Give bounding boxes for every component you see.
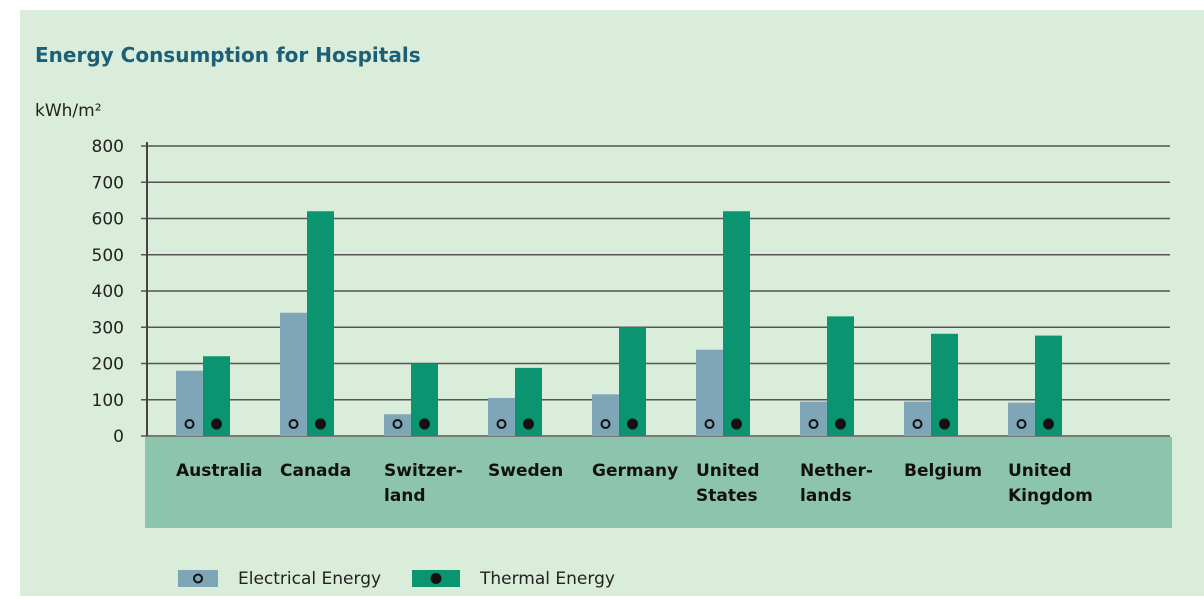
- chart-title: Energy Consumption for Hospitals: [35, 43, 421, 67]
- bar: [280, 312, 307, 436]
- y-tick-label: 100: [92, 391, 124, 411]
- category-band: [145, 437, 1172, 528]
- x-tick-label: Germany: [592, 461, 678, 481]
- bar-marker: [315, 418, 326, 430]
- bar-marker: [184, 419, 195, 429]
- x-tick-label: United Kingdom: [1008, 461, 1093, 506]
- bar: [488, 397, 515, 436]
- bar-marker: [808, 419, 819, 429]
- y-tick-label: 400: [92, 282, 124, 302]
- bar: [696, 349, 723, 436]
- legend-marker: [430, 573, 442, 584]
- legend-label: Thermal Energy: [479, 569, 615, 589]
- y-tick-label: 300: [92, 318, 124, 338]
- bar: [384, 414, 411, 436]
- bar-marker: [704, 419, 715, 429]
- bar-marker: [627, 418, 638, 430]
- bar-marker: [835, 418, 846, 430]
- bar: [619, 327, 646, 436]
- x-tick-label: Canada: [280, 461, 351, 481]
- y-tick-label: 700: [92, 173, 124, 193]
- y-tick-label: 200: [92, 355, 124, 375]
- bar: [307, 211, 334, 436]
- bar-marker: [1043, 418, 1054, 430]
- bar-marker: [912, 419, 923, 429]
- y-tick-label: 0: [113, 427, 124, 447]
- bar: [176, 370, 203, 436]
- bar: [723, 211, 750, 436]
- legend-label: Electrical Energy: [238, 569, 381, 589]
- x-tick-label: Sweden: [488, 461, 563, 481]
- bar-marker: [939, 418, 950, 430]
- bar-marker: [600, 419, 611, 429]
- bar-marker: [523, 418, 534, 430]
- x-tick-label: Belgium: [904, 461, 982, 481]
- y-tick-label: 600: [92, 210, 124, 230]
- bar-marker: [392, 419, 403, 429]
- legend-swatch: [178, 570, 218, 587]
- bar: [592, 394, 619, 436]
- bar-marker: [1016, 419, 1027, 429]
- x-tick-label: Switzer-land: [384, 461, 463, 506]
- bar-marker: [731, 418, 742, 430]
- bar-marker: [496, 419, 507, 429]
- bar: [904, 401, 931, 436]
- bar-marker: [288, 419, 299, 429]
- x-tick-label: United States: [696, 461, 760, 506]
- bar: [800, 401, 827, 436]
- y-tick-label: 500: [92, 246, 124, 266]
- bar-marker: [211, 418, 222, 430]
- x-tick-label: Australia: [176, 461, 263, 481]
- y-axis-label: kWh/m²: [35, 101, 102, 121]
- x-tick-label: Nether-lands: [800, 461, 873, 506]
- y-tick-label: 800: [92, 137, 124, 157]
- bar-marker: [419, 418, 430, 430]
- bar: [827, 316, 854, 436]
- legend-marker: [193, 573, 203, 584]
